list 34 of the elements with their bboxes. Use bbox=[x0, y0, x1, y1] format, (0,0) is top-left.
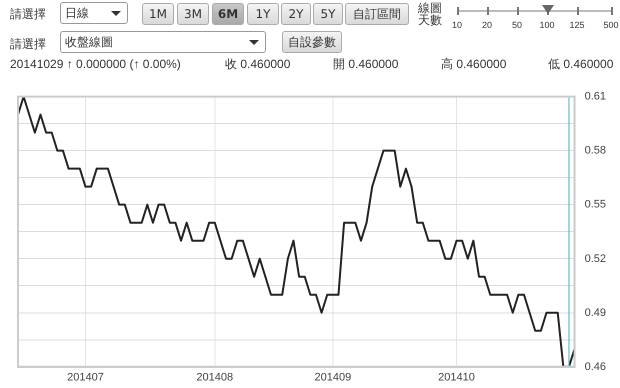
text: 請選擇 bbox=[10, 6, 46, 22]
y-tick-label: 0.61 bbox=[584, 90, 606, 103]
text: 125 bbox=[569, 19, 585, 32]
text: 500 bbox=[603, 19, 619, 32]
text: 自設參數 bbox=[282, 31, 342, 53]
text: 20 bbox=[482, 19, 492, 32]
text: 3M bbox=[177, 3, 209, 25]
y-tick-label: 0.55 bbox=[584, 198, 606, 211]
x-tick-label: 201410 bbox=[438, 371, 475, 384]
text: 開 0.460000 bbox=[333, 56, 398, 72]
text: 1M bbox=[142, 3, 174, 25]
y-tick-label: 0.49 bbox=[584, 306, 606, 319]
text: 10 bbox=[452, 19, 462, 32]
text: 100 bbox=[539, 19, 555, 32]
text: 請選擇 bbox=[10, 36, 46, 52]
x-tick-label: 201408 bbox=[196, 371, 234, 384]
text: 5Y bbox=[313, 3, 343, 25]
text: 2Y bbox=[281, 3, 311, 25]
text: 日線 bbox=[65, 6, 89, 20]
text: 自訂區間 bbox=[345, 3, 409, 25]
y-tick-label: 0.58 bbox=[584, 144, 606, 157]
text: 50 bbox=[512, 19, 522, 32]
x-tick-label: 201407 bbox=[67, 371, 104, 384]
text: 1Y bbox=[247, 3, 279, 25]
text: 低 0.460000 bbox=[548, 56, 614, 72]
text: 6M bbox=[212, 3, 244, 25]
text: 收盤線圖 bbox=[65, 35, 113, 49]
y-tick-label: 0.46 bbox=[584, 360, 606, 373]
y-tick-label: 0.52 bbox=[584, 252, 606, 265]
x-tick-label: 201409 bbox=[314, 371, 352, 384]
text: 收 0.460000 bbox=[225, 56, 290, 72]
text: 20141029 ↑ 0.000000 (↑ 0.00%) bbox=[10, 56, 181, 72]
text: 高 0.460000 bbox=[441, 56, 506, 72]
text: 線圖天數 bbox=[418, 1, 443, 27]
